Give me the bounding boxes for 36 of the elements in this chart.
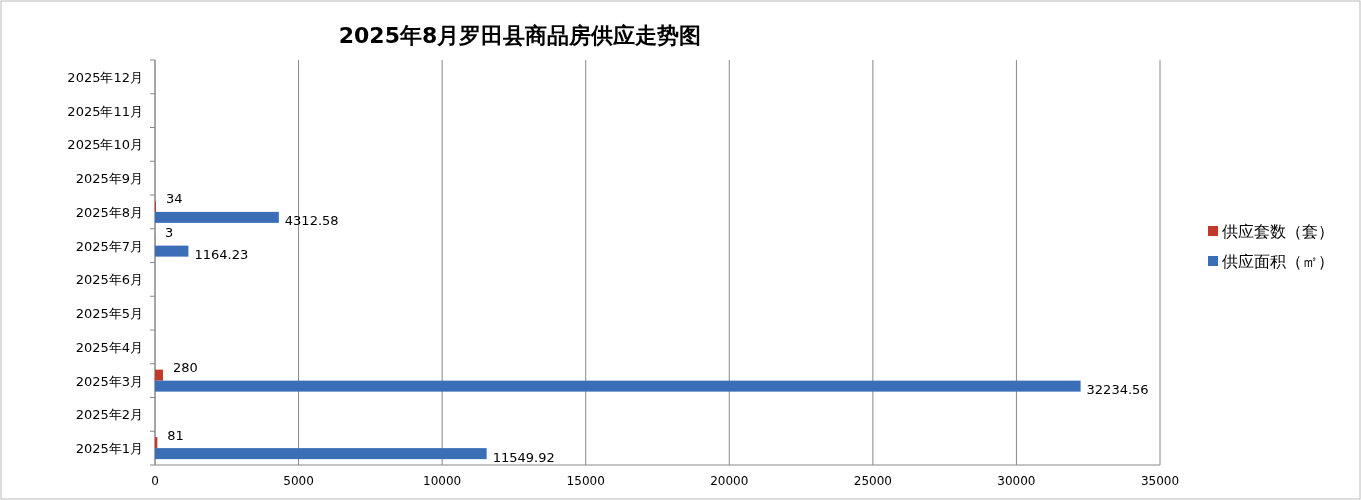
y-tick-label: 2025年7月 xyxy=(75,238,143,254)
x-tick-label: 25000 xyxy=(853,474,892,488)
legend-label: 供应面积（㎡） xyxy=(1222,252,1334,271)
y-tick-label: 2025年10月 xyxy=(67,137,143,153)
data-label: 34 xyxy=(165,191,183,207)
y-tick-label: 2025年12月 xyxy=(67,69,143,85)
legend-label: 供应套数（套） xyxy=(1222,222,1334,241)
x-tick-label: 30000 xyxy=(997,474,1036,488)
chart-title: 2025年8月罗田县商品房供应走势图 xyxy=(338,23,702,48)
y-tick-label: 2025年11月 xyxy=(67,103,143,119)
data-label: 4312.58 xyxy=(284,213,339,229)
x-tick-label: 10000 xyxy=(423,474,462,488)
bar xyxy=(155,245,189,257)
bar xyxy=(155,211,279,223)
data-label: 3 xyxy=(165,225,174,241)
y-tick-label: 2025年5月 xyxy=(75,306,143,322)
y-tick-label: 2025年4月 xyxy=(75,339,143,355)
x-tick-label: 20000 xyxy=(710,474,749,488)
y-tick-label: 2025年3月 xyxy=(75,373,143,389)
y-tick-label: 2025年9月 xyxy=(75,171,143,187)
data-label: 11549.92 xyxy=(492,449,555,465)
y-tick-label: 2025年2月 xyxy=(75,407,143,423)
data-label: 1164.23 xyxy=(194,247,249,263)
x-tick-label: 35000 xyxy=(1140,474,1180,488)
y-tick-label: 2025年8月 xyxy=(75,204,143,220)
y-tick-label: 2025年6月 xyxy=(75,272,143,288)
bar xyxy=(155,369,164,381)
x-tick-label: 0 xyxy=(151,474,159,488)
bar xyxy=(155,380,1081,392)
bar xyxy=(155,448,487,460)
data-label: 81 xyxy=(167,427,184,443)
y-tick-label: 2025年1月 xyxy=(75,441,143,457)
data-label: 32234.56 xyxy=(1086,382,1149,398)
data-label: 280 xyxy=(173,360,198,376)
x-tick-label: 5000 xyxy=(283,474,314,488)
x-tick-label: 15000 xyxy=(566,474,605,488)
